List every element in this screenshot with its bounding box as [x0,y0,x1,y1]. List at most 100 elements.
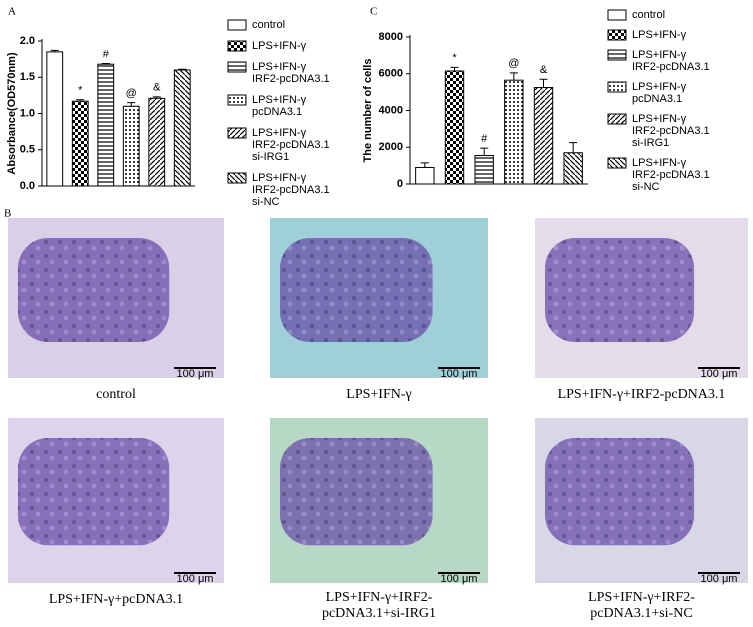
error-bar [420,162,429,168]
legend-label: control [252,19,285,31]
micrograph-cells [280,438,433,546]
legend-swatch [607,113,627,125]
legend-label: IRF2-pcDNA3.1 [252,184,330,196]
bar [563,152,583,185]
y-tick-label: 8000 [379,31,403,43]
legend-label: si-NC [252,196,280,208]
caption: pcDNA3.1+si-IRG1 [322,606,436,621]
legend-label: IRF2-pcDNA3.1 [632,61,710,73]
bar [122,105,140,187]
y-tick-label: 0.0 [20,180,35,192]
annotation: * [78,85,83,97]
bar [46,51,64,187]
annotation: # [103,48,110,60]
panel-label: A [8,6,16,18]
legend-label: LPS+IFN-γ [632,113,687,125]
annotation: @ [508,58,519,70]
annotation: * [452,52,457,64]
scale-text: 100 μm [441,573,478,585]
legend-label: LPS+IFN-γ [632,29,687,41]
caption: LPS+IFN-γ+pcDNA3.1 [49,592,183,607]
y-tick-label: 1.0 [20,107,35,119]
panel-label: B [4,208,11,220]
legend-swatch [227,40,247,52]
legend-label: pcDNA3.1 [632,93,682,105]
micrograph-cells [545,238,695,342]
bar [173,69,191,187]
error-bar [178,68,187,70]
legend-swatch [607,49,627,61]
y-tick-label: 2000 [379,141,403,153]
panel-label: C [370,6,377,18]
legend-label: IRF2-pcDNA3.1 [632,169,710,181]
annotation: & [540,64,548,76]
error-bar [509,72,518,81]
legend-label: LPS+IFN-γ [632,157,687,169]
legend-swatch [607,29,627,41]
bar [148,97,166,187]
y-tick-label: 4000 [379,104,403,116]
legend-label: LPS+IFN-γ [252,94,307,106]
scale-text: 100 μm [177,573,214,585]
error-bar [480,147,489,156]
scale-text: 100 μm [177,368,214,380]
bar [97,63,115,187]
legend-swatch [607,81,627,93]
legend-label: pcDNA3.1 [252,106,302,118]
annotation: @ [126,88,137,100]
micrograph-cells [545,438,695,546]
caption: pcDNA3.1+si-NC [590,606,692,621]
error-bar [539,78,548,88]
legend-label: si-NC [632,181,660,193]
legend-label: IRF2-pcDNA3.1 [252,139,330,151]
caption: LPS+IFN-γ+IRF2- [588,590,695,605]
micrograph-cells [280,238,433,342]
legend-swatch [607,157,627,169]
legend-label: LPS+IFN-γ [252,40,307,52]
y-tick-label: 1.5 [20,71,35,83]
legend-swatch [227,61,247,73]
y-axis-label: The number of cells [362,59,374,163]
bar [504,79,524,185]
scale-text: 100 μm [701,573,738,585]
bar [71,100,89,187]
error-bar [152,96,161,99]
bar [474,155,494,185]
legend-label: si-IRG1 [632,137,669,149]
error-bar [50,49,59,52]
error-bar [127,102,136,107]
error-bar [76,99,85,102]
caption: control [96,387,136,402]
legend-label: LPS+IFN-γ [252,127,307,139]
legend-label: IRF2-pcDNA3.1 [632,125,710,137]
legend-label: si-IRG1 [252,151,289,163]
y-tick-label: 0.5 [20,144,35,156]
legend-swatch [607,9,627,21]
y-tick-label: 0 [397,178,403,190]
micrograph-cells [18,238,170,342]
legend-label: LPS+IFN-γ [252,61,307,73]
scale-text: 100 μm [441,368,478,380]
error-bar [569,142,578,153]
annotation: & [153,82,161,94]
annotation: # [481,133,488,145]
scale-text: 100 μm [701,368,738,380]
y-axis-label: Absorbance(OD570nm) [6,52,18,175]
caption: LPS+IFN-γ [346,387,411,402]
y-tick-label: 2.0 [20,35,35,47]
legend-label: control [632,9,665,21]
caption: LPS+IFN-γ+IRF2-pcDNA3.1 [558,387,726,402]
legend-swatch [227,19,247,31]
micrograph-cells [18,438,170,546]
y-tick-label: 6000 [379,68,403,80]
legend-label: LPS+IFN-γ [632,81,687,93]
legend-label: LPS+IFN-γ [632,49,687,61]
legend-swatch [227,94,247,106]
bar [415,166,435,185]
caption: LPS+IFN-γ+IRF2- [326,590,433,605]
legend-label: IRF2-pcDNA3.1 [252,73,330,85]
error-bar [101,62,110,65]
legend-swatch [227,172,247,184]
legend-label: LPS+IFN-γ [252,172,307,184]
